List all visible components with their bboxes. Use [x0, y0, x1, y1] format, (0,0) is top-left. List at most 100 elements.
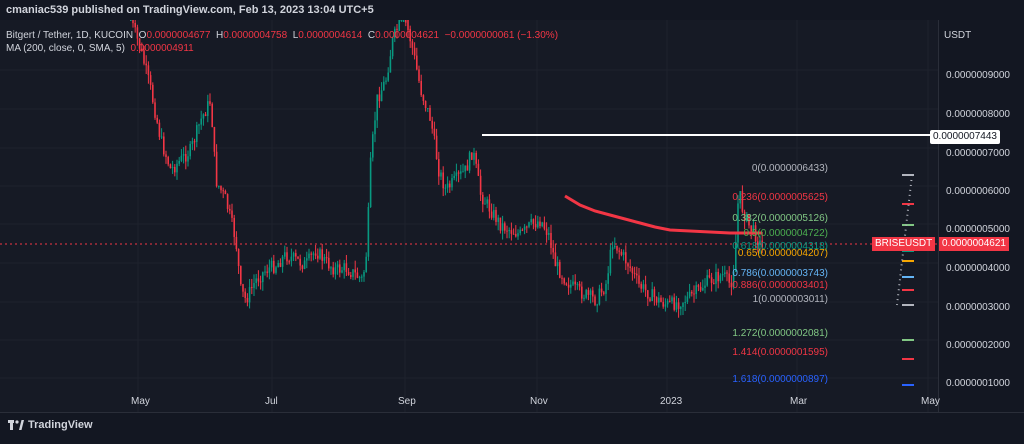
candle-body	[400, 20, 403, 21]
candle-body	[512, 233, 515, 235]
candle-body	[321, 249, 323, 261]
candle-body	[284, 252, 286, 257]
candle-body	[567, 284, 570, 288]
candle-body	[240, 266, 242, 285]
candle-body	[488, 199, 491, 212]
candle-body	[704, 285, 706, 289]
candle-body	[455, 172, 458, 176]
candle-body	[739, 191, 741, 204]
candle-body	[149, 75, 152, 85]
candle-body	[446, 183, 449, 188]
candle-body	[145, 63, 147, 66]
candle-body	[317, 255, 319, 259]
candle-body	[750, 225, 752, 232]
candle-body	[468, 152, 471, 171]
candle-body	[389, 56, 392, 73]
price-tick-label: 0.0000007000	[946, 148, 1010, 159]
candle-body	[479, 175, 482, 195]
candle-body	[671, 297, 673, 302]
candle-body	[572, 281, 574, 285]
candle-body	[748, 213, 750, 226]
currency-label: USDT	[944, 30, 972, 41]
chart-pane[interactable]: Bitgert / Tether, 1D, KUCOIN O0.00000046…	[0, 20, 938, 412]
candle-body	[629, 266, 631, 268]
candle-body	[229, 208, 231, 211]
candle-body	[266, 271, 268, 273]
time-tick-label: May	[921, 396, 940, 407]
fib-level-label: 0.236(0.0000005625)	[732, 192, 828, 203]
candle-body	[174, 166, 176, 173]
ma-value: 0.0000004911	[130, 43, 194, 54]
candle-body	[618, 250, 620, 252]
symbol-badge[interactable]: BRISEUSDT	[872, 237, 936, 251]
candle-body	[363, 271, 365, 277]
candle-body	[649, 298, 651, 301]
time-tick-label: Mar	[790, 396, 808, 407]
candle-body	[677, 302, 680, 309]
candle-body	[312, 253, 315, 255]
candle-body	[193, 141, 196, 143]
candle-body	[666, 300, 669, 305]
candle-body	[528, 222, 530, 227]
last-price-tag[interactable]: 0.0000004621	[939, 237, 1009, 251]
candle-body	[242, 284, 244, 292]
candle-body	[561, 277, 563, 279]
candle-body	[325, 257, 328, 259]
ohlc-row: Bitgert / Tether, 1D, KUCOIN O0.00000046…	[6, 29, 558, 42]
candle-body	[152, 84, 154, 103]
candle-body	[737, 203, 739, 243]
fib-level-label: 0.786(0.0000003743)	[732, 268, 828, 279]
candle-body	[504, 223, 506, 231]
candle-body	[464, 165, 466, 172]
candle-body	[631, 267, 634, 274]
candle-body	[301, 265, 304, 269]
candle-body	[684, 301, 686, 303]
candle-body	[616, 245, 618, 251]
candle-body	[655, 297, 658, 303]
high-label: H	[215, 30, 224, 41]
symbol-label[interactable]: Bitgert / Tether, 1D, KUCOIN	[6, 30, 134, 41]
candle-body	[457, 172, 460, 174]
ma-label[interactable]: MA (200, close, 0, SMA, 5)	[6, 43, 125, 54]
candle-body	[365, 256, 367, 272]
candle-body	[541, 222, 543, 227]
candle-body	[310, 253, 312, 255]
candle-body	[182, 153, 185, 156]
candle-body	[484, 203, 486, 205]
candle-body	[710, 277, 713, 283]
candle-body	[224, 191, 227, 195]
candle-body	[662, 301, 664, 307]
candle-body	[438, 159, 440, 177]
candle-body	[636, 273, 638, 276]
ma-row: MA (200, close, 0, SMA, 5) 0.0000004911	[6, 42, 558, 55]
tradingview-logo[interactable]: TradingView	[8, 419, 93, 431]
candle-body	[413, 47, 416, 56]
candle-body	[587, 289, 590, 295]
candle-body	[708, 275, 711, 278]
candle-body	[600, 288, 603, 293]
price-tick-label: 0.0000006000	[946, 186, 1010, 197]
low-value: 0.0000004614	[298, 30, 363, 41]
brand-name: TradingView	[28, 419, 93, 431]
candle-body	[336, 264, 339, 268]
price-tick-label: 0.0000004000	[946, 263, 1010, 274]
candle-body	[264, 271, 266, 273]
horizontal-line-price-tag[interactable]: 0.0000007443	[930, 130, 1000, 144]
candle-body	[409, 28, 411, 42]
candle-body	[352, 269, 354, 277]
candle-body	[163, 136, 165, 155]
candle-body	[486, 199, 488, 204]
candle-body	[493, 209, 495, 218]
candle-body	[257, 278, 260, 282]
candle-body	[130, 20, 132, 21]
publisher-text: cmaniac539 published on TradingView.com,…	[6, 4, 374, 16]
candle-body	[273, 260, 275, 273]
candle-body	[154, 102, 156, 118]
price-tick-label: 0.0000002000	[946, 340, 1010, 351]
price-axis[interactable]	[938, 20, 1024, 412]
candle-body	[407, 20, 409, 31]
time-tick-label: Sep	[398, 396, 416, 407]
candle-body	[158, 122, 161, 137]
candle-body	[200, 118, 202, 125]
candle-body	[728, 273, 730, 283]
